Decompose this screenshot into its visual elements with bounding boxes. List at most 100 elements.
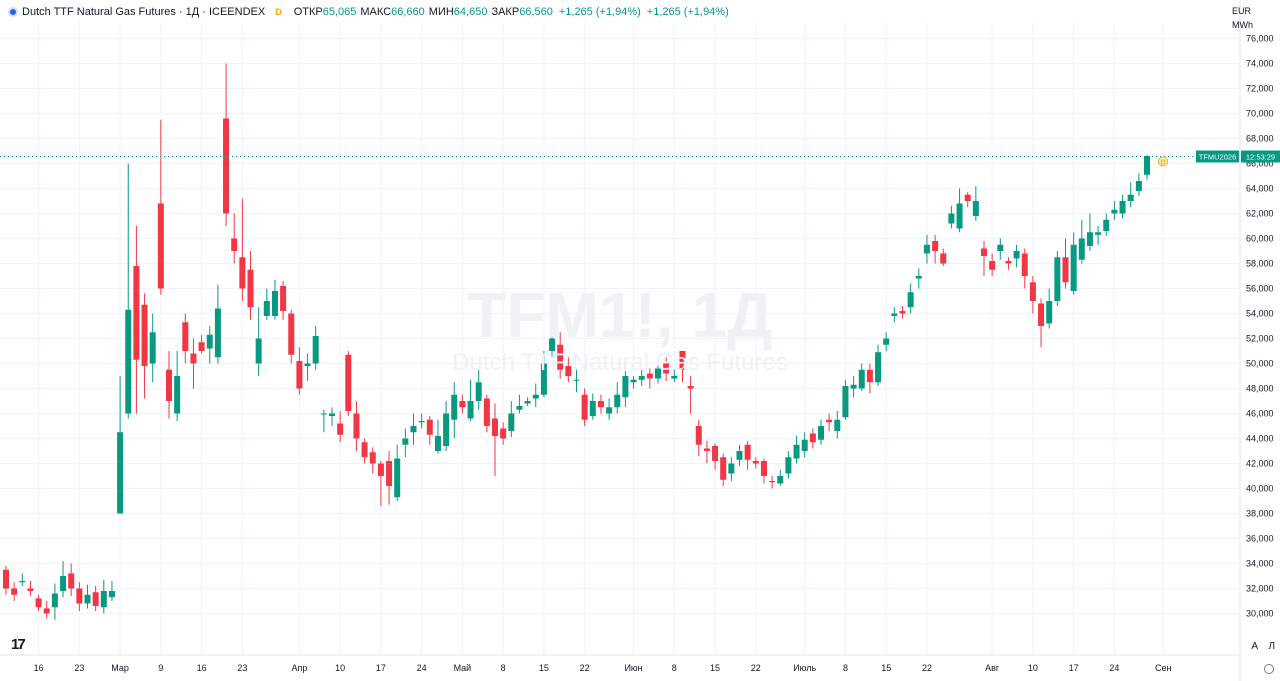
candle-body[interactable]: [68, 573, 75, 589]
candle-body[interactable]: [875, 352, 882, 383]
candle-body[interactable]: [907, 292, 914, 308]
candle-body[interactable]: [337, 423, 344, 435]
candle-body[interactable]: [850, 384, 857, 389]
candle-body[interactable]: [320, 413, 327, 415]
candle-body[interactable]: [932, 241, 939, 251]
log-scale-button[interactable]: Л: [1268, 641, 1275, 652]
candle-body[interactable]: [11, 588, 18, 595]
candle-body[interactable]: [51, 593, 58, 608]
candle-body[interactable]: [695, 426, 702, 445]
candle-body[interactable]: [834, 419, 841, 431]
candle-body[interactable]: [964, 194, 971, 201]
candle-body[interactable]: [809, 433, 816, 443]
candle-body[interactable]: [923, 244, 930, 254]
candle-body[interactable]: [443, 413, 450, 447]
candle-body[interactable]: [826, 419, 833, 423]
candle-body[interactable]: [141, 304, 148, 366]
candle-body[interactable]: [1013, 251, 1020, 259]
candle-body[interactable]: [108, 591, 115, 598]
candle-body[interactable]: [622, 376, 629, 398]
candle-body[interactable]: [149, 332, 156, 364]
candle-body[interactable]: [793, 444, 800, 459]
candle-body[interactable]: [655, 368, 661, 379]
candle-body[interactable]: [1078, 238, 1085, 260]
candle-body[interactable]: [76, 588, 83, 604]
candle-body[interactable]: [451, 394, 458, 420]
candle-body[interactable]: [402, 438, 409, 445]
candle-body[interactable]: [304, 363, 311, 367]
symbol-title[interactable]: Dutch TTF Natural Gas Futures · 1Д · ICE…: [22, 6, 266, 18]
candle-body[interactable]: [157, 203, 164, 289]
candle-body[interactable]: [899, 311, 906, 314]
market-status-badge[interactable]: D: [275, 7, 282, 17]
candle-body[interactable]: [565, 366, 572, 376]
candle-body[interactable]: [394, 458, 401, 498]
candle-body[interactable]: [1111, 209, 1118, 214]
candle-body[interactable]: [679, 351, 686, 370]
candle-body[interactable]: [663, 363, 670, 374]
candle-body[interactable]: [1038, 303, 1045, 327]
candle-body[interactable]: [524, 401, 531, 404]
candle-body[interactable]: [492, 418, 498, 437]
candle-body[interactable]: [190, 353, 197, 364]
candle-body[interactable]: [100, 591, 107, 608]
candle-body[interactable]: [27, 588, 34, 592]
candle-body[interactable]: [361, 442, 368, 458]
candle-body[interactable]: [981, 248, 987, 257]
candle-body[interactable]: [84, 594, 91, 604]
candle-body[interactable]: [206, 334, 213, 349]
candle-body[interactable]: [581, 394, 588, 420]
candle-body[interactable]: [516, 406, 523, 410]
candle-body[interactable]: [271, 291, 278, 316]
candle-body[interactable]: [720, 457, 727, 480]
candle-body[interactable]: [997, 244, 1004, 251]
candle-body[interactable]: [296, 361, 303, 389]
candle-body[interactable]: [989, 261, 996, 270]
candle-body[interactable]: [377, 463, 384, 477]
candle-body[interactable]: [736, 451, 743, 460]
candle-body[interactable]: [703, 448, 710, 452]
tradingview-logo[interactable]: 17: [11, 636, 26, 653]
candle-body[interactable]: [915, 276, 922, 279]
candle-body[interactable]: [1086, 232, 1093, 246]
currency-label[interactable]: EUR: [1232, 6, 1252, 16]
candle-body[interactable]: [312, 336, 319, 364]
candle-body[interactable]: [434, 436, 441, 451]
candle-body[interactable]: [687, 386, 694, 389]
candle-body[interactable]: [467, 401, 474, 419]
candle-body[interactable]: [785, 457, 792, 474]
candle-body[interactable]: [1127, 194, 1134, 201]
candle-body[interactable]: [418, 421, 425, 423]
candle-body[interactable]: [540, 363, 547, 395]
candle-body[interactable]: [769, 481, 776, 483]
symbol-header[interactable]: Dutch TTF Natural Gas Futures · 1Д · ICE…: [8, 4, 729, 20]
candle-body[interactable]: [948, 213, 955, 224]
candle-body[interactable]: [972, 201, 979, 216]
candle-body[interactable]: [842, 386, 849, 418]
candle-body[interactable]: [671, 376, 678, 379]
candle-body[interactable]: [1021, 253, 1028, 277]
candle-body[interactable]: [646, 373, 653, 379]
candle-body[interactable]: [43, 608, 50, 614]
candle-body[interactable]: [125, 309, 132, 414]
candle-body[interactable]: [630, 379, 637, 383]
candle-body[interactable]: [549, 338, 556, 352]
candle-body[interactable]: [956, 203, 963, 229]
candle-body[interactable]: [500, 428, 507, 439]
candle-body[interactable]: [214, 308, 221, 358]
candle-body[interactable]: [1046, 301, 1053, 324]
gear-icon[interactable]: [1264, 664, 1274, 674]
candle-body[interactable]: [866, 369, 873, 383]
candle-body[interactable]: [891, 313, 898, 317]
candle-body[interactable]: [508, 413, 515, 432]
candle-body[interactable]: [288, 313, 295, 355]
candle-body[interactable]: [728, 463, 735, 474]
candle-body[interactable]: [280, 286, 287, 311]
candle-body[interactable]: [60, 576, 67, 591]
candle-body[interactable]: [166, 369, 172, 401]
candle-body[interactable]: [1119, 201, 1126, 214]
candle-body[interactable]: [1144, 156, 1150, 175]
candle-body[interactable]: [353, 413, 360, 439]
candle-body[interactable]: [92, 592, 99, 606]
